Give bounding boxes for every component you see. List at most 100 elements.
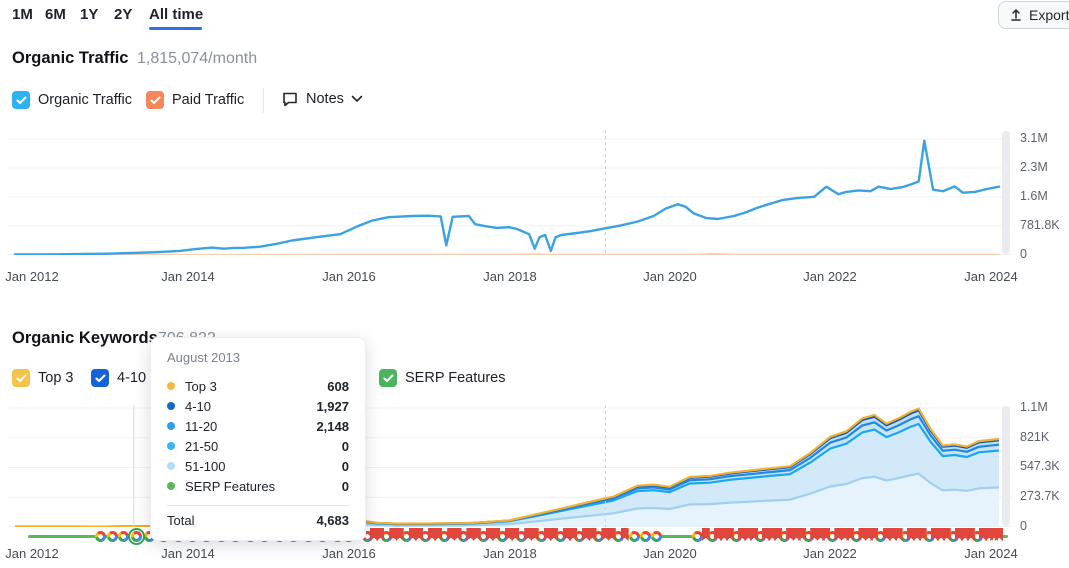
- note-flag-icon[interactable]: [888, 528, 897, 541]
- google-update-icon[interactable]: [419, 531, 431, 542]
- google-update-icon[interactable]: [439, 531, 451, 542]
- note-flag-icon[interactable]: [870, 528, 879, 541]
- google-update-icon[interactable]: [516, 531, 528, 542]
- google-update-icon[interactable]: [754, 531, 766, 542]
- note-flag-icon[interactable]: [985, 528, 994, 541]
- google-update-icon[interactable]: [651, 531, 663, 542]
- organic-traffic-chart[interactable]: [8, 130, 1012, 256]
- note-flag-icon[interactable]: [562, 528, 571, 541]
- paid-traffic-checkbox[interactable]: Paid Traffic: [146, 90, 244, 110]
- google-update-icon[interactable]: [851, 531, 863, 542]
- note-flag-icon[interactable]: [415, 528, 423, 541]
- note-flag-icon[interactable]: [768, 528, 777, 541]
- note-flag-icon[interactable]: [725, 528, 734, 541]
- note-flag-icon[interactable]: [408, 528, 417, 541]
- note-flag-icon[interactable]: [882, 528, 891, 541]
- note-flag-icon[interactable]: [376, 528, 385, 541]
- google-update-icon[interactable]: [730, 531, 742, 542]
- note-flag-icon[interactable]: [961, 528, 970, 541]
- note-flag-icon[interactable]: [744, 528, 753, 541]
- google-update-icon[interactable]: [535, 531, 547, 542]
- note-flag-icon[interactable]: [942, 528, 951, 541]
- note-flag-icon[interactable]: [937, 528, 946, 541]
- tab-1y[interactable]: 1Y: [80, 6, 99, 23]
- note-flag-icon[interactable]: [786, 528, 795, 541]
- note-flag-icon[interactable]: [588, 528, 597, 541]
- google-update-icon[interactable]: [947, 531, 959, 542]
- note-flag-icon[interactable]: [620, 528, 629, 541]
- note-flag-icon[interactable]: [549, 528, 558, 541]
- google-update-icon[interactable]: [640, 531, 652, 542]
- notes-dropdown[interactable]: Notes: [281, 90, 363, 108]
- note-flag-icon[interactable]: [601, 528, 610, 541]
- note-flag-icon[interactable]: [913, 528, 922, 541]
- note-flag-icon[interactable]: [453, 528, 462, 541]
- serp-features-checkbox[interactable]: SERP Features: [379, 368, 505, 388]
- note-flag-icon[interactable]: [749, 528, 758, 541]
- note-flag-icon[interactable]: [840, 528, 849, 541]
- note-flag-icon[interactable]: [930, 528, 939, 541]
- note-flag-icon[interactable]: [427, 528, 436, 541]
- google-update-icon[interactable]: [574, 531, 586, 542]
- note-flag-icon[interactable]: [918, 528, 927, 541]
- note-flag-icon[interactable]: [858, 528, 867, 541]
- note-flag-icon[interactable]: [472, 528, 481, 541]
- note-flag-icon[interactable]: [792, 528, 801, 541]
- google-update-icon[interactable]: [497, 531, 509, 542]
- note-flag-icon[interactable]: [822, 528, 831, 541]
- tab-6m[interactable]: 6M: [45, 6, 66, 23]
- google-update-icon[interactable]: [803, 531, 815, 542]
- note-flag-icon[interactable]: [990, 528, 999, 541]
- tab-1m[interactable]: 1M: [12, 6, 33, 23]
- note-flag-icon[interactable]: [737, 528, 746, 541]
- note-flag-icon[interactable]: [447, 528, 456, 541]
- note-flag-icon[interactable]: [798, 528, 807, 541]
- note-flag-icon[interactable]: [994, 528, 1003, 541]
- note-flag-icon[interactable]: [701, 528, 710, 541]
- note-flag-icon[interactable]: [846, 528, 855, 541]
- note-flag-icon[interactable]: [816, 528, 825, 541]
- google-update-icon[interactable]: [554, 531, 566, 542]
- note-flag-icon[interactable]: [978, 528, 987, 541]
- note-flag-icon[interactable]: [466, 528, 475, 541]
- note-flag-icon[interactable]: [966, 528, 975, 541]
- google-update-icon[interactable]: [779, 531, 790, 542]
- google-update-icon[interactable]: [923, 531, 935, 542]
- note-flag-icon[interactable]: [530, 528, 539, 541]
- note-flag-icon[interactable]: [370, 528, 379, 541]
- organic-traffic-checkbox[interactable]: Organic Traffic: [12, 90, 132, 110]
- note-flag-icon[interactable]: [720, 528, 729, 541]
- google-update-icon[interactable]: [692, 531, 704, 542]
- google-update-icon[interactable]: [362, 531, 374, 542]
- note-flag-icon[interactable]: [954, 528, 963, 541]
- google-update-icon[interactable]: [95, 531, 107, 542]
- google-update-icon[interactable]: [706, 531, 718, 542]
- highlighted-google-update-icon[interactable]: [127, 528, 145, 545]
- note-flag-icon[interactable]: [762, 528, 771, 541]
- note-flag-icon[interactable]: [569, 528, 578, 541]
- google-update-icon[interactable]: [827, 531, 839, 542]
- note-flag-icon[interactable]: [389, 528, 398, 541]
- note-flag-icon[interactable]: [485, 528, 494, 541]
- google-update-icon[interactable]: [381, 531, 393, 542]
- note-flag-icon[interactable]: [810, 528, 819, 541]
- export-button[interactable]: Export: [998, 1, 1069, 29]
- note-flag-icon[interactable]: [511, 528, 520, 541]
- google-update-icon[interactable]: [477, 531, 489, 542]
- google-update-icon[interactable]: [971, 531, 983, 542]
- google-update-icon[interactable]: [612, 531, 624, 542]
- google-update-icon[interactable]: [400, 531, 412, 542]
- note-flag-icon[interactable]: [713, 528, 722, 541]
- google-update-icon[interactable]: [458, 531, 470, 542]
- note-flag-icon[interactable]: [543, 528, 552, 541]
- note-flag-icon[interactable]: [504, 528, 513, 541]
- note-flag-icon[interactable]: [607, 528, 616, 541]
- google-update-icon[interactable]: [593, 531, 605, 542]
- note-flag-icon[interactable]: [864, 528, 873, 541]
- note-flag-icon[interactable]: [906, 528, 915, 541]
- google-update-icon[interactable]: [143, 531, 155, 542]
- note-flag-icon[interactable]: [582, 528, 591, 541]
- google-update-icon[interactable]: [628, 531, 640, 542]
- top3-checkbox[interactable]: Top 3: [12, 368, 73, 388]
- tab-all-time[interactable]: All time: [149, 6, 204, 23]
